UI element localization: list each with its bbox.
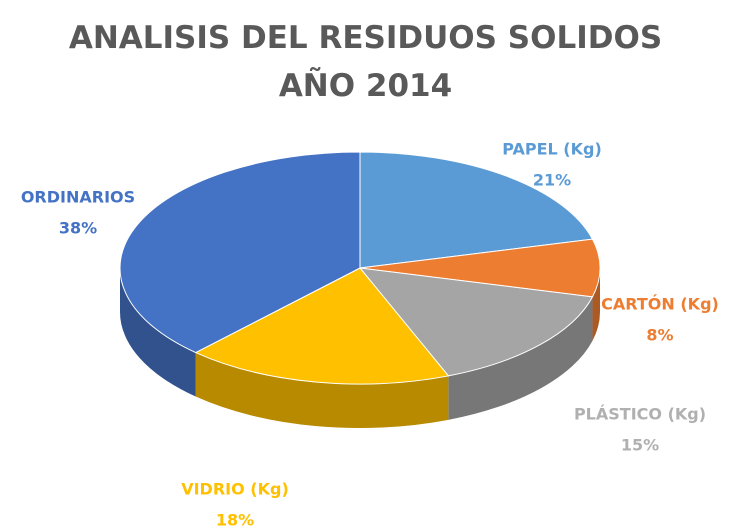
slice-value-label: 18%: [216, 511, 254, 529]
pie-slice-side: [195, 352, 449, 428]
slice-value-label: 15%: [621, 436, 659, 455]
pie-slice-side: [592, 268, 600, 341]
pie-slice: [359, 238, 601, 298]
pie-slice: [119, 151, 361, 354]
pie-slice: [358, 267, 594, 377]
slice-label: VIDRIO (Kg): [181, 480, 289, 499]
slice-label: CARTÓN (Kg): [601, 295, 719, 314]
slice-label: PLÁSTICO (Kg): [574, 405, 706, 424]
pie-slice: [194, 267, 450, 385]
slice-label: ORDINARIOS: [21, 188, 135, 207]
chart-title: ANALISIS DEL RESIDUOS SOLIDOS AÑO 2014: [68, 20, 663, 104]
pie-slice-side: [448, 296, 593, 420]
slice-value-label: 21%: [533, 171, 571, 190]
slice-value-label: 38%: [59, 219, 97, 238]
pie-slice: [359, 151, 594, 269]
pie-slice-side: [120, 268, 196, 397]
slice-label: PAPEL (Kg): [502, 140, 602, 159]
slice-value-label: 8%: [646, 326, 673, 345]
